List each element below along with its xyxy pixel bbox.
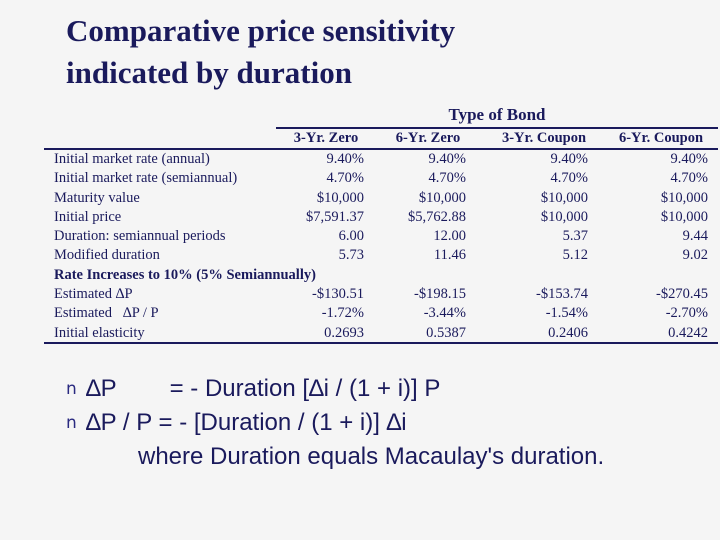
table-cell: 0.4242 xyxy=(668,324,708,341)
formula-bullets: n ∆P = - Duration [∆i / (1 + i)] P n ∆P … xyxy=(66,372,706,474)
table-row: Estimated ∆P / P -1.72% -3.44% -1.54% -2… xyxy=(44,304,718,323)
table-cell: 12.00 xyxy=(433,228,466,245)
bullet-marker: n xyxy=(66,379,77,399)
row-label: Initial market rate (annual) xyxy=(54,151,210,167)
table-row: Initial market rate (semiannual) 4.70% 4… xyxy=(44,169,718,188)
row-label: Estimated ∆P xyxy=(54,286,133,303)
table-cell: 9.02 xyxy=(682,247,708,264)
table-cell: $10,000 xyxy=(418,189,466,206)
column-header-6yr-coupon: 6-Yr. Coupon xyxy=(618,130,704,146)
table-cell: 4.70% xyxy=(428,170,466,187)
table-cell: 9.44 xyxy=(682,228,708,245)
table-cell: 0.2406 xyxy=(548,324,588,341)
row-label: Initial price xyxy=(54,208,122,225)
table-cell: -$130.51 xyxy=(312,286,364,303)
table-row: Estimated ∆P -$130.51 -$198.15 -$153.74 … xyxy=(44,285,718,304)
table-cell: -2.70% xyxy=(665,305,708,322)
title-line-2: indicated by duration xyxy=(66,55,352,90)
row-label: Modified duration xyxy=(54,247,160,264)
table-cell: 6.00 xyxy=(338,228,364,245)
title-line-1: Comparative price sensitivity xyxy=(66,13,456,48)
row-label: Estimated ∆P / P xyxy=(54,305,159,322)
bullet-item: n ∆P = - Duration [∆i / (1 + i)] P xyxy=(66,372,706,406)
row-label: Initial elasticity xyxy=(54,324,145,341)
table-cell: 0.2693 xyxy=(324,324,364,341)
table-row: Initial elasticity 0.2693 0.5387 0.2406 … xyxy=(44,324,718,343)
bullet-text: ∆P = - Duration [∆i / (1 + i)] P xyxy=(86,375,441,402)
group-header: Type of Bond xyxy=(448,105,546,124)
table-cell: $10,000 xyxy=(316,189,364,206)
column-header-3yr-coupon: 3-Yr. Coupon xyxy=(501,130,587,146)
table-body: Initial market rate (annual) 9.40% 9.40%… xyxy=(44,150,718,343)
table-row: Duration: semiannual periods 6.00 12.00 … xyxy=(44,227,718,246)
column-header-6yr-zero: 6-Yr. Zero xyxy=(395,130,461,146)
column-header-3yr-zero: 3-Yr. Zero xyxy=(293,130,359,146)
table-cell: $10,000 xyxy=(660,208,708,225)
table-bottom-rule xyxy=(44,342,718,344)
table-cell: -$198.15 xyxy=(414,286,466,303)
bullet-marker: n xyxy=(66,413,77,433)
table-cell: $7,591.37 xyxy=(306,208,364,225)
row-label: Duration: semiannual periods xyxy=(54,228,226,245)
table-row: Initial price $7,591.37 $5,762.88 $10,00… xyxy=(44,208,718,227)
section-label: Rate Increases to 10% (5% Semiannually) xyxy=(54,266,316,283)
table-cell: -$153.74 xyxy=(536,286,588,303)
table-row: Maturity value $10,000 $10,000 $10,000 $… xyxy=(44,189,718,208)
bullet-continuation: where Duration equals Macaulay's duratio… xyxy=(66,440,706,474)
row-label: Maturity value xyxy=(54,189,140,206)
table-row: Initial market rate (annual) 9.40% 9.40%… xyxy=(44,150,718,169)
table-cell: 9.40% xyxy=(428,151,466,167)
bond-comparison-table: Type of Bond 3-Yr. Zero 6-Yr. Zero 3-Yr.… xyxy=(44,104,718,346)
table-cell: 5.12 xyxy=(562,247,588,264)
table-cell: 9.40% xyxy=(670,151,708,167)
table-section-row: Rate Increases to 10% (5% Semiannually) xyxy=(44,266,718,285)
table-cell: 4.70% xyxy=(670,170,708,187)
table-cell: -1.72% xyxy=(321,305,364,322)
slide-title: Comparative price sensitivity indicated … xyxy=(66,10,666,94)
group-header-rule xyxy=(276,127,718,129)
table-row: Modified duration 5.73 11.46 5.12 9.02 xyxy=(44,246,718,265)
table-cell: 4.70% xyxy=(550,170,588,187)
table-cell: 5.37 xyxy=(562,228,588,245)
bullet-item: n ∆P / P = - [Duration / (1 + i)] ∆i xyxy=(66,406,706,440)
column-headers: 3-Yr. Zero 6-Yr. Zero 3-Yr. Coupon 6-Yr.… xyxy=(44,128,718,148)
table-cell: 5.73 xyxy=(338,247,364,264)
table-cell: -$270.45 xyxy=(656,286,708,303)
table-cell: 9.40% xyxy=(550,151,588,167)
table-cell: 4.70% xyxy=(326,170,364,187)
table-cell: $10,000 xyxy=(540,189,588,206)
continuation-text: where Duration equals Macaulay's duratio… xyxy=(138,443,605,470)
table-cell: 0.5387 xyxy=(426,324,466,341)
bullet-text: ∆P / P = - [Duration / (1 + i)] ∆i xyxy=(86,409,407,436)
header-rule xyxy=(44,148,718,150)
table-cell: $10,000 xyxy=(540,208,588,225)
table-cell: 11.46 xyxy=(433,247,466,264)
table-cell: -3.44% xyxy=(423,305,466,322)
table-cell: 9.40% xyxy=(326,151,364,167)
table-cell: -1.54% xyxy=(545,305,588,322)
table-cell: $10,000 xyxy=(660,189,708,206)
row-label: Initial market rate (semiannual) xyxy=(54,170,238,187)
table-cell: $5,762.88 xyxy=(408,208,466,225)
